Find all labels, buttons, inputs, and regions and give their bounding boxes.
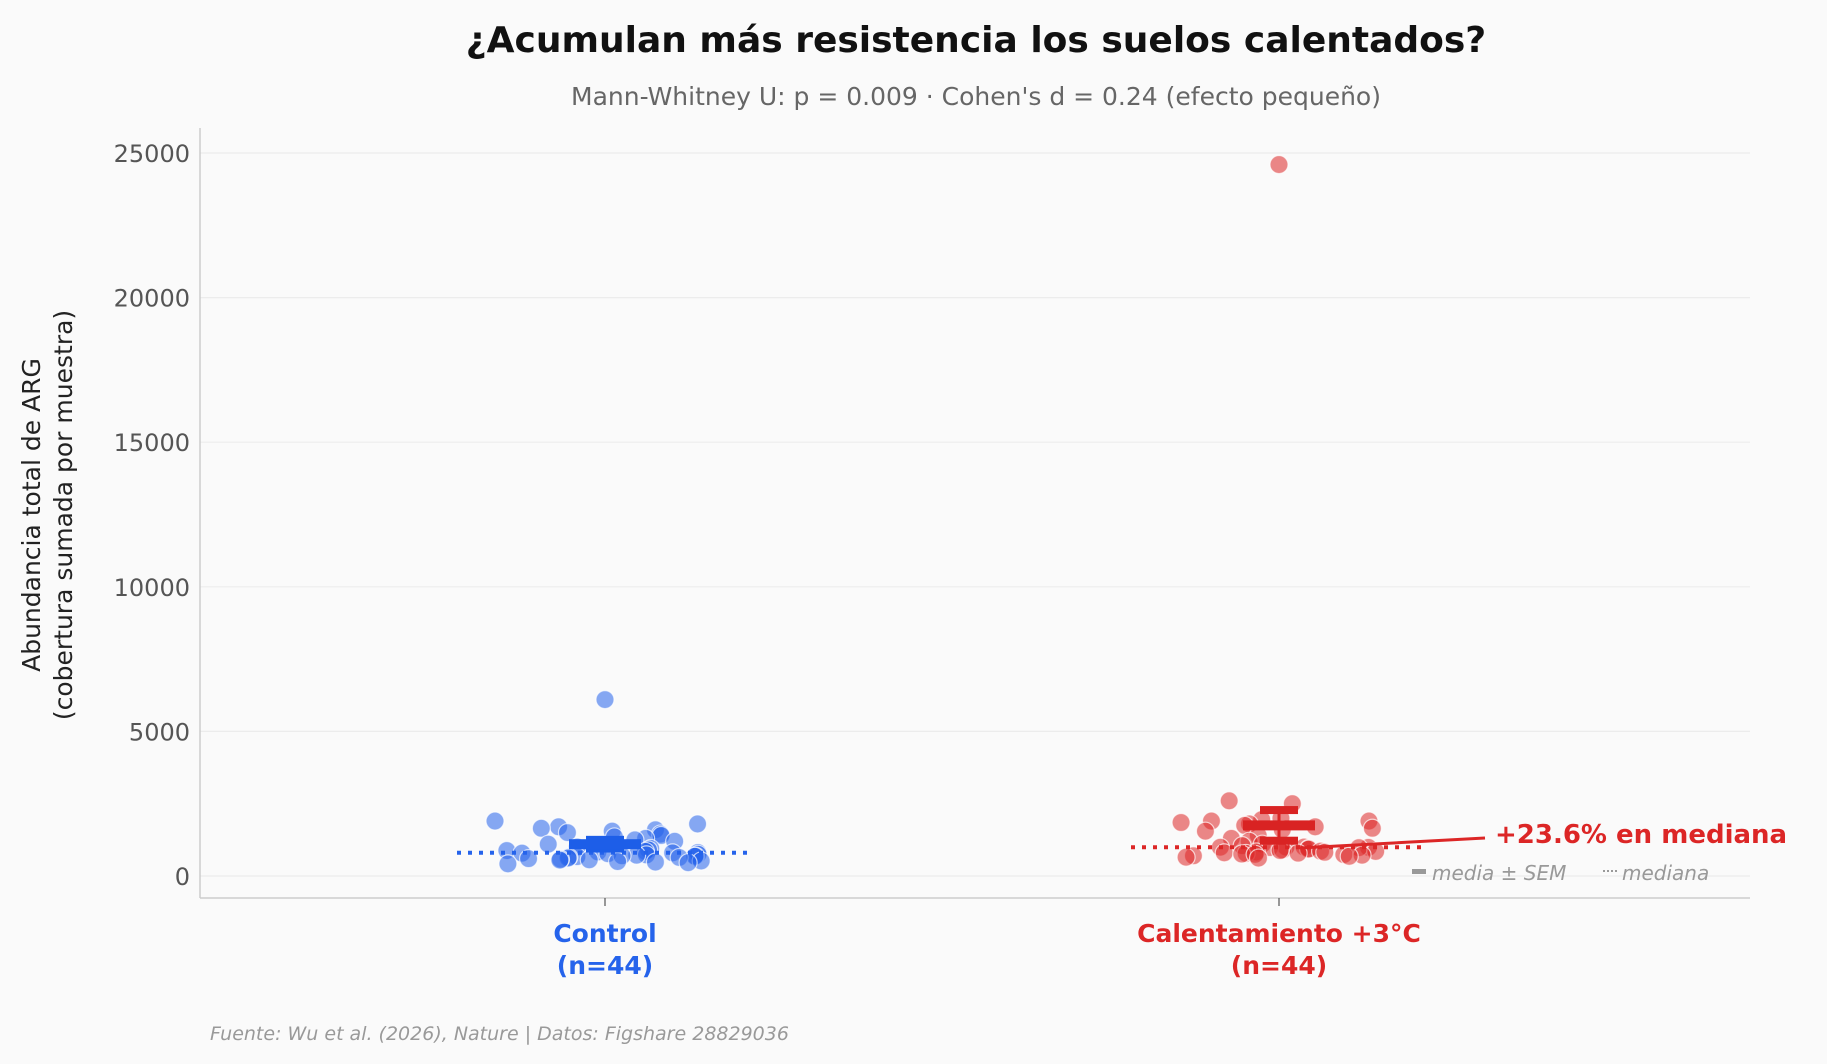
data-point <box>1176 847 1196 867</box>
data-point <box>687 814 708 834</box>
data-point <box>1362 818 1382 838</box>
chart-subtitle: Mann-Whitney U: p = 0.009 · Cohen's d = … <box>571 82 1381 111</box>
data-point <box>485 811 505 831</box>
data-point <box>1195 821 1216 841</box>
sem-cap-bottom <box>1260 836 1298 845</box>
chart-title: ¿Acumulan más resistencia los suelos cal… <box>466 20 1486 61</box>
data-point <box>608 851 628 872</box>
y-tick-label: 5000 <box>129 718 190 746</box>
gridlines <box>200 152 1750 877</box>
y-tick-label: 15000 <box>114 429 190 457</box>
legend-mean-label: media ± SEM <box>1432 861 1566 885</box>
data-point <box>531 818 551 838</box>
group-1 <box>1131 154 1427 906</box>
data-point <box>645 852 666 872</box>
x-tick-labels: Control (n=44) Calentamiento +3°C (n=44) <box>553 919 1421 980</box>
mean-bar <box>1243 820 1315 831</box>
x-tick-label-control: Control <box>553 919 656 948</box>
data-point <box>1171 812 1191 833</box>
y-tick-label: 20000 <box>114 285 190 313</box>
y-axis-ticks: 0 5000 10000 15000 20000 25000 <box>114 140 190 891</box>
data-point <box>557 823 578 843</box>
data-point <box>678 853 698 873</box>
x-tick-label-warming: Calentamiento +3°C <box>1137 919 1421 948</box>
data-point <box>1219 791 1239 811</box>
data-point <box>595 689 615 710</box>
data-point <box>538 834 558 854</box>
x-tick-label-warming-n: (n=44) <box>1231 951 1327 980</box>
y-axis-label-line1: Abundancia total de ARG <box>17 358 46 672</box>
data-point <box>1269 154 1289 175</box>
x-tick-label-control-n: (n=44) <box>557 951 653 980</box>
y-axis-label-line2: (cobertura sumada por muestra) <box>49 310 78 720</box>
data-point <box>1248 848 1269 868</box>
data-point <box>498 854 518 874</box>
source-note: Fuente: Wu et al. (2026), Nature | Datos… <box>210 1023 789 1045</box>
legend-mean-swatch <box>1412 869 1426 874</box>
median-change-annotation: +23.6% en mediana <box>1495 820 1787 850</box>
legend-median-label: mediana <box>1622 861 1709 885</box>
legend: media ± SEM mediana <box>1412 861 1709 885</box>
y-tick-label: 10000 <box>114 574 190 602</box>
groups <box>457 154 1427 906</box>
sem-cap-top <box>1260 806 1298 815</box>
y-tick-label: 0 <box>175 863 190 891</box>
data-point <box>1339 846 1359 866</box>
mean-bar <box>569 839 641 850</box>
y-tick-label: 25000 <box>114 140 190 168</box>
group-0 <box>457 689 753 906</box>
annotation-arrow <box>1299 836 1486 850</box>
